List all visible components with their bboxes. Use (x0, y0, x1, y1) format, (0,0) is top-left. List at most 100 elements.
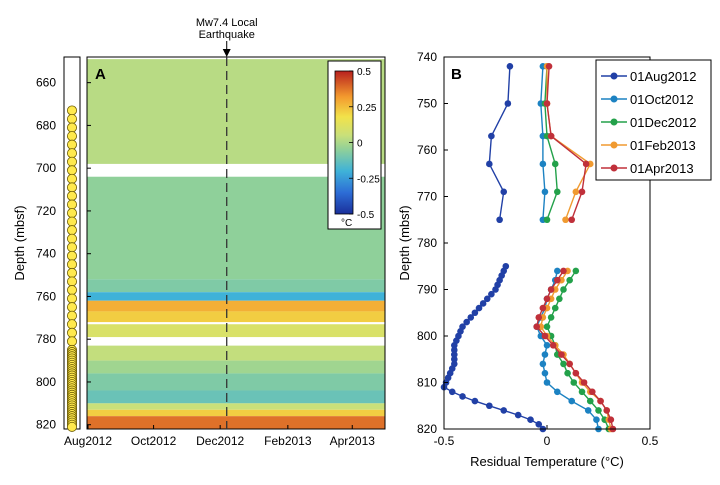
data-point (486, 160, 493, 168)
legend-frame (595, 59, 712, 181)
data-point (547, 286, 555, 293)
sensor-marker (67, 421, 78, 432)
heatmap-band (87, 373, 385, 391)
b-ytick-label: 740 (417, 50, 437, 64)
b-ytick-label: 790 (417, 283, 437, 297)
sensor-marker (67, 190, 78, 201)
a-y-axis: 660 680 700 720 740 760 780 800 820 (36, 76, 91, 432)
earthquake-arrowhead (222, 49, 231, 57)
sensor-marker (67, 131, 78, 142)
data-point (584, 407, 592, 414)
colorbar-tick-label: 0 (357, 139, 363, 150)
data-point (572, 188, 580, 196)
sensor-marker (67, 156, 78, 167)
data-point (541, 369, 549, 377)
sensor-dots (67, 105, 78, 432)
data-point (535, 421, 543, 428)
data-point (543, 379, 551, 386)
colorbar-unit: °C (341, 218, 352, 229)
legend-label: 01Oct2012 (630, 92, 694, 107)
series-line (488, 66, 511, 220)
data-point (471, 309, 479, 317)
data-point (483, 295, 491, 303)
data-point (564, 369, 571, 377)
data-point (471, 397, 479, 405)
a-ytick-label: 760 (36, 289, 56, 303)
data-point (541, 351, 549, 358)
a-x-axis: Aug2012 Oct2012 Dec2012 Feb2013 Apr2013 (64, 425, 375, 448)
legend-label: 01Aug2012 (630, 69, 697, 84)
b-xtick-label: -0.5 (434, 434, 455, 448)
series-line (540, 66, 546, 220)
a-xtick-label: Feb2013 (264, 434, 312, 448)
data-point (500, 407, 508, 414)
data-point (554, 188, 561, 196)
data-point (556, 295, 563, 303)
data-point (572, 369, 580, 377)
sensor-marker (67, 327, 78, 338)
data-point (572, 267, 580, 275)
b-ytick-label: 820 (417, 422, 437, 436)
data-point (541, 188, 549, 196)
heatmap-band (87, 416, 385, 429)
data-point (558, 351, 565, 358)
legend: 01Aug2012 01Oct2012 01Dec2012 01Feb2013 01Ap… (595, 59, 712, 181)
legend-marker (610, 72, 618, 80)
data-point (562, 216, 569, 224)
data-point (451, 346, 458, 354)
data-point (560, 267, 567, 275)
legend-label: 01Dec2012 (630, 115, 697, 130)
data-point (566, 360, 573, 368)
sensor-marker (67, 310, 78, 321)
heatmap-band (87, 345, 385, 361)
sensor-marker (67, 122, 78, 133)
data-point (566, 276, 573, 284)
data-point (506, 63, 514, 70)
data-point (539, 160, 547, 168)
data-point (597, 397, 604, 405)
legend-marker (610, 95, 618, 103)
panel-a-label: A (95, 66, 106, 83)
data-point (580, 379, 588, 386)
sensor-marker (67, 293, 78, 304)
heatmap-band (87, 360, 385, 374)
data-point (504, 100, 512, 107)
data-point (539, 304, 547, 312)
heatmap-band (87, 409, 385, 417)
data-point (543, 100, 551, 107)
heatmap-frame (86, 56, 386, 430)
sensor-marker (67, 285, 78, 296)
panel-a: 660 680 700 720 740 760 780 800 820 Aug2012 Oct20… (12, 17, 386, 448)
a-xtick-label: Aug2012 (64, 434, 112, 448)
a-ytick-label: 800 (36, 375, 56, 389)
a-xtick-label: Apr2013 (330, 434, 376, 448)
data-point (448, 388, 456, 396)
sensor-marker (67, 302, 78, 313)
series-line (544, 66, 559, 221)
b-ylabel: Depth (mbsf) (397, 205, 412, 280)
heatmap-band (87, 300, 385, 312)
data-point (549, 342, 557, 349)
b-lines (440, 63, 617, 433)
data-point (475, 304, 483, 312)
data-point (463, 318, 470, 326)
colorbar-ticks: 0.5 0.25 0 -0.25 -0.5 (349, 67, 380, 221)
sensor-marker (67, 267, 78, 278)
series-01Apr2013 (533, 63, 617, 433)
a-ytick-label: 660 (36, 76, 56, 90)
heatmap-band (87, 390, 385, 404)
data-point (486, 402, 493, 410)
sensor-marker (67, 233, 78, 244)
colorbar-tick-label: -0.25 (357, 174, 380, 185)
a-ylabel: Depth (mbsf) (12, 205, 27, 280)
sensor-marker (67, 199, 78, 210)
colorbar: 0.5 0.25 0 -0.25 -0.5 °C (327, 60, 382, 230)
a-ytick-label: 720 (36, 204, 56, 218)
sensor-marker (67, 336, 78, 347)
a-xtick-label: Oct2012 (131, 434, 177, 448)
a-ytick-label: 820 (36, 418, 56, 432)
sensor-marker (67, 216, 78, 227)
legend-label: 01Feb2013 (630, 138, 696, 153)
colorbar-tick-label: 0.5 (357, 67, 371, 78)
